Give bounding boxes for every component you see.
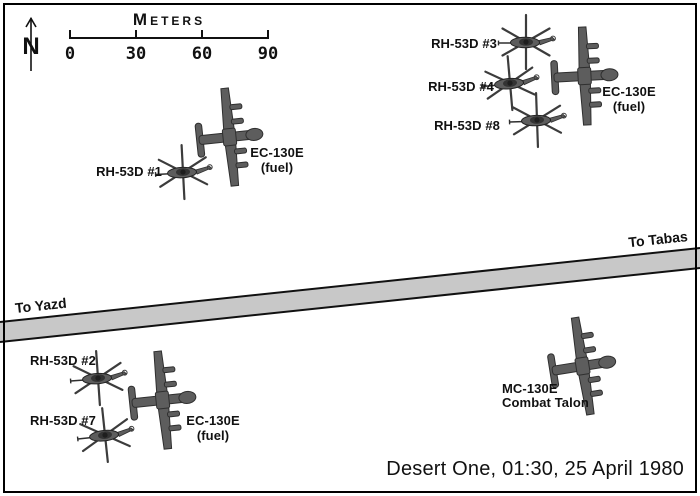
plane-type: EC-130E [602, 84, 656, 99]
scalebar-title: Meters [132, 10, 206, 29]
heli-label-rh53d-1: RH-53D #1 [96, 164, 162, 179]
plane-role: (fuel) [612, 99, 646, 114]
plane-label-ec130e-south: EC-130E (fuel) [186, 413, 240, 443]
plane-role: (fuel) [196, 428, 230, 443]
heli-label-rh53d-8: RH-53D #8 [434, 118, 500, 133]
road-surface [0, 248, 700, 342]
road-edge-north [0, 247, 700, 323]
road-edge-south [0, 267, 700, 343]
plane-type: MC-130E [502, 381, 558, 396]
plane-type: EC-130E [186, 413, 240, 428]
plane-role: Combat Talon [502, 395, 589, 410]
heli-rh53d-8 [507, 90, 569, 150]
plane-label-ec130e-north: EC-130E (fuel) [600, 84, 658, 114]
scalebar-bar [69, 30, 269, 39]
north-arrow-head [25, 16, 37, 28]
scalebar-tick-90: 90 [257, 44, 279, 64]
heli-label-rh53d-3: RH-53D #3 [431, 36, 497, 51]
scalebar-tick-0: 0 [64, 44, 76, 64]
plane-type: EC-130E [250, 145, 304, 160]
heli-rh53d-7 [73, 404, 139, 466]
heli-label-rh53d-7: RH-53D #7 [30, 413, 96, 428]
heli-label-rh53d-2: RH-53D #2 [30, 353, 96, 368]
heli-label-rh53d-4: RH-53D #4 [428, 79, 494, 94]
scalebar-tick-30: 30 [125, 44, 147, 64]
plane-label-ec130e-west: EC-130E (fuel) [248, 145, 306, 175]
scalebar-tick-60: 60 [191, 44, 213, 64]
compass-north-label: N [22, 33, 40, 60]
map-caption: Desert One, 01:30, 25 April 1980 [386, 458, 684, 480]
plane-role: (fuel) [260, 160, 294, 175]
plane-label-mc130e: MC-130E Combat Talon [502, 382, 589, 410]
